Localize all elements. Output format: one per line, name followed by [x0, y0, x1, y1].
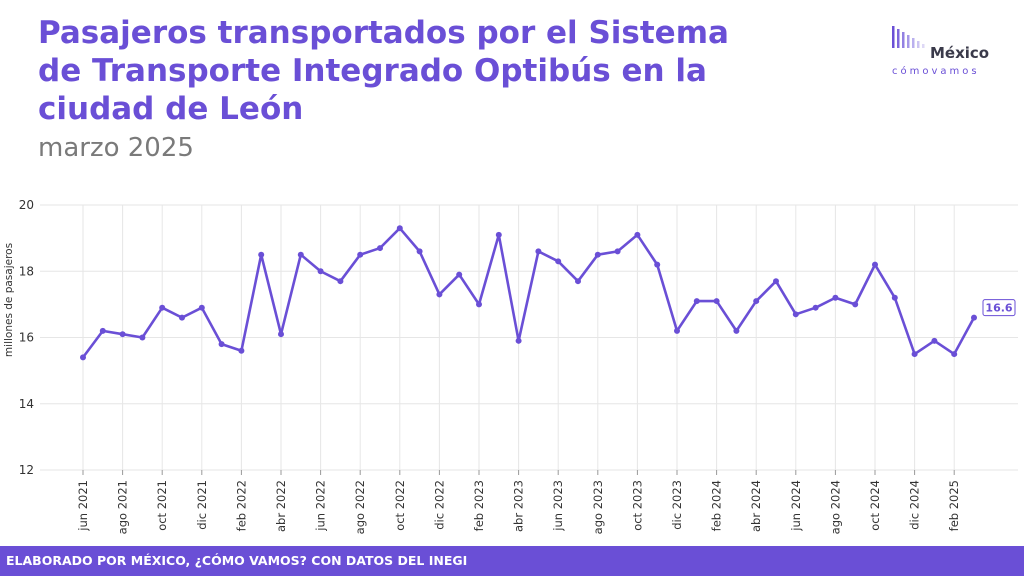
data-point	[555, 258, 562, 265]
data-point	[80, 354, 86, 361]
y-tick-label: 14	[19, 397, 34, 411]
data-point	[416, 248, 423, 255]
data-point	[614, 248, 621, 255]
y-axis-label-wrapper: millones de pasajeros	[0, 190, 16, 410]
data-point	[951, 351, 958, 358]
data-point	[852, 301, 859, 308]
line-chart: 12 14 16 18 20 jun 2021 ago 2021 oct 2021 dic 20…	[19, 198, 1018, 534]
x-tick-label: jun 2021	[76, 480, 90, 532]
x-tick-label: jun 2022	[314, 480, 328, 532]
data-point	[594, 251, 601, 258]
data-point	[891, 294, 898, 301]
x-tick-label: jun 2023	[551, 480, 565, 532]
title-line-1: Pasajeros transportados por el Sistema	[38, 15, 729, 51]
logo-word-mexico: México	[930, 44, 990, 62]
data-point	[792, 311, 799, 318]
title-line-3: ciudad de León	[38, 91, 304, 127]
x-tick-label: abr 2024	[749, 480, 763, 532]
data-point	[634, 231, 641, 238]
title-line-2: de Transporte Integrado Optibús en la	[38, 53, 707, 89]
data-point	[476, 301, 482, 308]
data-point	[753, 298, 760, 305]
data-point	[872, 261, 878, 268]
x-tick-label: abr 2022	[274, 480, 288, 532]
x-tick-label: jun 2024	[789, 480, 803, 532]
data-point	[357, 251, 364, 258]
logo-word-comovamos: cómovamos	[892, 66, 980, 77]
series-line	[81, 226, 976, 359]
x-tick-label: dic 2021	[195, 480, 209, 530]
data-point	[258, 251, 265, 258]
data-point	[119, 331, 126, 338]
mexico-como-vamos-logo: México cómovamos	[888, 22, 1008, 82]
data-point	[495, 231, 502, 238]
data-point	[931, 337, 938, 344]
chart-title: Pasajeros transportados por el Sistema d…	[38, 14, 758, 128]
data-point	[733, 327, 740, 334]
x-tick-label: oct 2024	[868, 480, 882, 531]
last-value-box	[982, 299, 1016, 317]
data-point	[832, 294, 839, 301]
data-point	[535, 248, 542, 255]
y-tick-label: 12	[19, 463, 34, 477]
x-tick-label: ago 2021	[116, 480, 130, 534]
data-point	[396, 225, 403, 232]
x-tick-label: feb 2024	[710, 480, 724, 531]
data-point	[713, 298, 720, 305]
x-tick-label: oct 2023	[630, 480, 644, 531]
y-axis-label: millones de pasajeros	[3, 243, 15, 357]
data-point	[674, 327, 680, 334]
footer-bar: ELABORADO POR MÉXICO, ¿CÓMO VAMOS? CON D…	[0, 546, 1024, 576]
data-point	[139, 334, 146, 341]
data-point	[436, 291, 443, 298]
x-tick-label: feb 2023	[472, 480, 486, 531]
data-point	[297, 251, 304, 258]
data-point	[99, 327, 106, 334]
bars-logo-icon	[892, 26, 925, 48]
y-tick-label: 16	[19, 331, 34, 345]
x-tick-label: ago 2022	[353, 480, 367, 534]
data-point	[971, 314, 977, 321]
data-point	[218, 341, 225, 348]
data-point	[238, 347, 245, 354]
x-tick-label: oct 2022	[393, 480, 407, 531]
data-point	[693, 298, 700, 305]
data-point	[278, 331, 284, 338]
data-point	[179, 314, 185, 321]
x-tick-label: dic 2024	[908, 480, 922, 530]
footer-source-text: ELABORADO POR MÉXICO, ¿CÓMO VAMOS? CON D…	[6, 553, 468, 568]
data-point	[515, 337, 522, 344]
x-tick-label: oct 2021	[155, 480, 169, 531]
data-point	[377, 245, 383, 252]
x-tick-label: feb 2022	[234, 480, 248, 531]
data-point	[198, 304, 205, 311]
x-tick-label: ago 2024	[828, 480, 842, 534]
data-point	[911, 351, 918, 358]
data-point	[773, 278, 779, 285]
data-point	[654, 261, 661, 268]
x-tick-label: abr 2023	[512, 480, 526, 532]
x-tick-label: ago 2023	[591, 480, 605, 534]
data-point	[456, 271, 463, 278]
x-tick-label: dic 2022	[432, 480, 446, 530]
chart-subtitle: marzo 2025	[38, 133, 194, 163]
x-tick-label: feb 2025	[947, 480, 961, 531]
last-value-label: 16.6	[985, 302, 1012, 315]
data-point	[337, 278, 344, 285]
y-tick-label: 20	[19, 198, 34, 212]
data-point	[812, 304, 819, 311]
y-tick-label: 18	[19, 264, 34, 278]
x-tick-label: dic 2023	[670, 480, 684, 530]
data-point	[159, 304, 166, 311]
data-point	[575, 278, 581, 285]
data-point	[317, 268, 324, 275]
